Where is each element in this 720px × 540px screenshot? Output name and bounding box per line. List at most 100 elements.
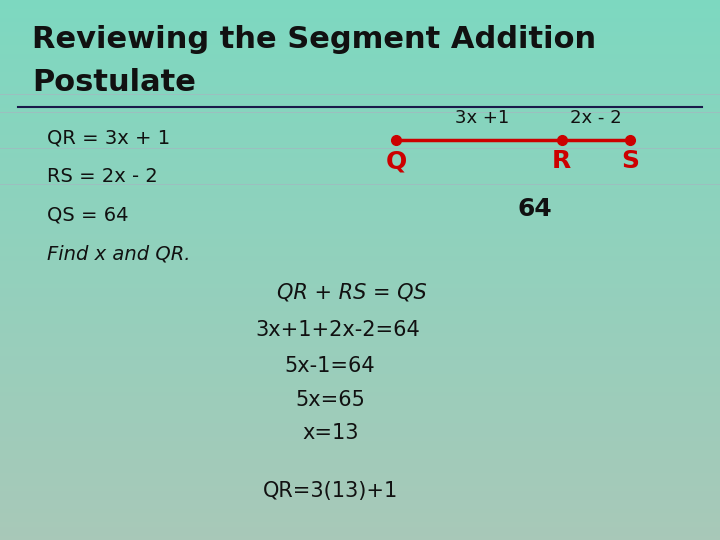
Bar [0, 220, 720, 225]
Bar [0, 360, 720, 364]
Bar [0, 198, 720, 202]
Text: 5x=65: 5x=65 [295, 390, 365, 410]
Bar [0, 4, 720, 9]
Bar [0, 131, 720, 135]
Bar [0, 446, 720, 450]
Bar [0, 230, 720, 234]
Bar [0, 171, 720, 176]
Bar [0, 270, 720, 274]
Bar [0, 504, 720, 509]
Bar [0, 441, 720, 445]
Bar [0, 428, 720, 432]
Bar [0, 50, 720, 54]
Text: QR = 3x + 1: QR = 3x + 1 [47, 128, 170, 147]
Bar [0, 85, 720, 90]
Bar [0, 108, 720, 112]
Bar [0, 122, 720, 126]
Bar [0, 463, 720, 468]
Bar [0, 216, 720, 220]
Bar [0, 189, 720, 193]
Text: x=13: x=13 [302, 423, 359, 443]
Bar [0, 243, 720, 247]
Bar [0, 234, 720, 239]
Bar [0, 432, 720, 436]
Text: Q: Q [385, 149, 407, 173]
Text: 5x-1=64: 5x-1=64 [284, 356, 375, 376]
Bar [0, 148, 720, 153]
Bar [0, 18, 720, 23]
Bar [0, 310, 720, 315]
Text: 3x +1: 3x +1 [455, 110, 510, 127]
Bar [0, 355, 720, 360]
Bar [0, 459, 720, 463]
Text: Reviewing the Segment Addition: Reviewing the Segment Addition [32, 25, 597, 54]
Bar [0, 387, 720, 392]
Bar [0, 166, 720, 171]
Bar [0, 45, 720, 50]
Bar [0, 288, 720, 293]
Bar [0, 68, 720, 72]
Bar [0, 90, 720, 94]
Bar [0, 27, 720, 31]
Bar [0, 490, 720, 495]
Bar [0, 328, 720, 333]
Bar [0, 477, 720, 482]
Bar [0, 468, 720, 472]
Bar [0, 347, 720, 351]
Text: 3x+1+2x-2=64: 3x+1+2x-2=64 [256, 320, 420, 340]
Bar [0, 500, 720, 504]
Bar [0, 315, 720, 320]
Bar [0, 423, 720, 428]
Text: QR=3(13)+1: QR=3(13)+1 [263, 481, 398, 501]
Bar [0, 58, 720, 63]
Bar [0, 31, 720, 36]
Bar [0, 126, 720, 131]
Bar [0, 256, 720, 261]
Bar [0, 36, 720, 40]
Bar [0, 414, 720, 418]
Bar [0, 333, 720, 338]
Bar [0, 450, 720, 455]
Bar [0, 338, 720, 342]
Bar [0, 274, 720, 279]
Bar [0, 279, 720, 284]
Bar [0, 162, 720, 166]
Bar [0, 135, 720, 139]
Bar [0, 509, 720, 513]
Bar [0, 14, 720, 18]
Bar [0, 180, 720, 185]
Bar [0, 104, 720, 108]
Bar [0, 369, 720, 374]
Bar [0, 225, 720, 229]
Text: S: S [621, 149, 639, 173]
Bar [0, 99, 720, 104]
Bar [0, 482, 720, 486]
Bar [0, 112, 720, 117]
Bar [0, 351, 720, 355]
Bar [0, 401, 720, 405]
Bar [0, 409, 720, 414]
Text: 2x - 2: 2x - 2 [570, 110, 621, 127]
Bar [0, 139, 720, 144]
Bar [0, 301, 720, 306]
Bar [0, 472, 720, 477]
Bar [0, 40, 720, 45]
Bar [0, 117, 720, 122]
Bar [0, 266, 720, 270]
Bar [0, 455, 720, 459]
Text: R: R [552, 149, 571, 173]
Bar [0, 320, 720, 324]
Bar [0, 202, 720, 207]
Bar [0, 392, 720, 396]
Bar [0, 306, 720, 310]
Bar [0, 77, 720, 81]
Text: QR + RS = QS: QR + RS = QS [277, 282, 427, 302]
Bar [0, 284, 720, 288]
Bar [0, 536, 720, 540]
Text: Find x and QR.: Find x and QR. [47, 245, 190, 264]
Bar [0, 0, 720, 4]
Bar [0, 54, 720, 58]
Bar [0, 396, 720, 401]
Bar [0, 486, 720, 490]
Bar [0, 364, 720, 369]
